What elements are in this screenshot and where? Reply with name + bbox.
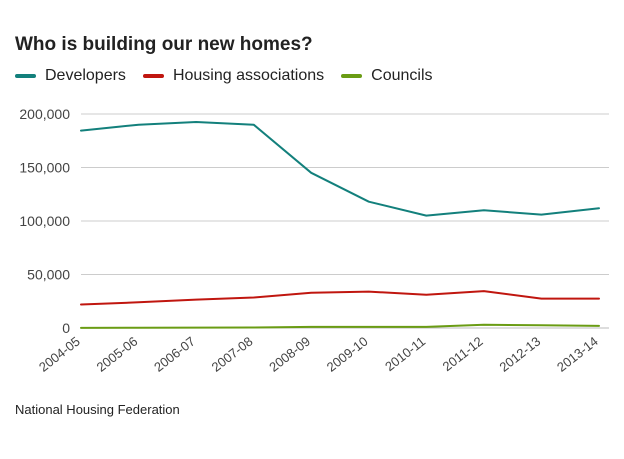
x-tick-label: 2004-05: [36, 334, 83, 375]
legend-swatch-housing-associations: [142, 74, 164, 78]
x-tick-label: 2008-09: [266, 334, 313, 375]
series-line-councils: [80, 323, 600, 329]
series-line-developers: [80, 121, 600, 217]
legend-swatch-councils: [341, 74, 363, 78]
x-tick-label: 2011-12: [440, 334, 486, 375]
y-tick-label: 0: [62, 320, 70, 336]
chart-legend: Developers Housing associations Councils: [15, 67, 450, 85]
x-tick-label: 2005-06: [94, 334, 141, 375]
x-tick-label: 2009-10: [324, 334, 371, 375]
x-tick-label: 2007-08: [209, 334, 256, 375]
legend-label-developers: Developers: [45, 67, 126, 84]
legend-item-developers: Developers: [15, 67, 126, 85]
legend-label-housing-associations: Housing associations: [172, 67, 325, 84]
x-tick-label: 2010-11: [382, 334, 428, 375]
source-note: National Housing Federation: [15, 402, 180, 417]
legend-item-housing-associations: Housing associations: [142, 67, 325, 85]
y-tick-label: 200,000: [19, 106, 70, 122]
chart-title: Who is building our new homes?: [15, 34, 313, 55]
legend-swatch-developers: [15, 74, 36, 78]
y-tick-label: 100,000: [19, 213, 70, 229]
x-tick-label: 2006-07: [151, 334, 198, 375]
legend-item-councils: Councils: [341, 67, 433, 85]
legend-label-councils: Councils: [371, 67, 433, 84]
series-line-housing-associations: [80, 290, 600, 306]
x-tick-label: 2013-14: [554, 334, 601, 375]
x-tick-label: 2012-13: [496, 334, 543, 375]
y-tick-label: 150,000: [19, 160, 70, 176]
y-tick-label: 50,000: [27, 267, 70, 283]
